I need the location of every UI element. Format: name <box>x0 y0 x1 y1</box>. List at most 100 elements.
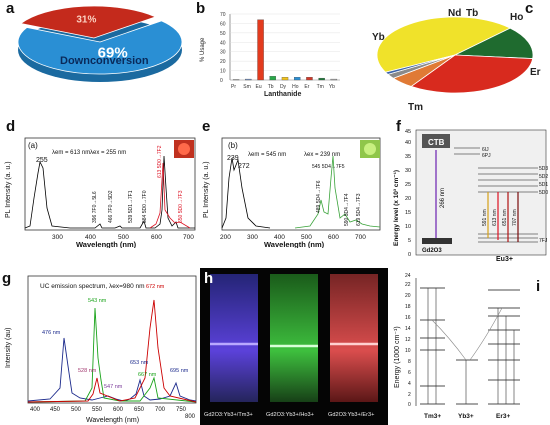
tm-levels <box>420 287 445 405</box>
level-label: 7FJ <box>539 238 548 244</box>
bar-eu <box>257 19 264 81</box>
level-label: 5D3 <box>539 166 548 172</box>
y-tick: 35 <box>405 154 411 160</box>
panel-g-plot: UC emission spectrum, λex=980 nm 476 nm … <box>5 275 197 424</box>
wavelength-label: 707 nm <box>512 209 518 226</box>
plot-frame <box>24 137 196 231</box>
transition-label: 489 5D4→7F6 <box>316 180 322 213</box>
panel-h: Gd2O3:Yb3+/Tm3+ Gd2O3:Yb3+/Ho3+ Gd2O3:Yb… <box>200 268 388 425</box>
level-label: 6IJ <box>482 147 489 153</box>
panel-f: CTB 266 nm Gd2O3 591 nm 613 nm 651 nm 70… <box>388 118 550 268</box>
pie-pct-upconversion: 31% <box>76 15 96 26</box>
panel-f-label: f <box>396 118 401 135</box>
y-tick: 60 <box>220 21 226 27</box>
y-tick: 0 <box>220 78 223 84</box>
pie-slice-yb <box>376 16 512 73</box>
wavelength-label: 266 nm <box>440 188 446 208</box>
panel-c: Yb Tm Er Ho Tb Nd c <box>360 0 550 115</box>
x-tick: Tm <box>317 84 324 90</box>
y-tick: 0 <box>408 252 411 258</box>
pie-slice-er <box>410 54 534 94</box>
panel-b-label: b <box>196 0 206 17</box>
y-tick: 10 <box>220 69 226 75</box>
panel-d: λem = 613 nm λex = 255 nm 255 (a) 396 7F… <box>0 118 200 248</box>
panel-e: (b) λem = 545 nm λex = 239 nm 239 272 54… <box>200 118 385 248</box>
plot-title: UC emission spectrum, λex=980 nm <box>40 283 145 290</box>
y-axis-label: PL Intensity (a. u.) <box>203 161 210 218</box>
pie-slice-nd <box>384 54 456 75</box>
host-label: Gd2O3 <box>422 248 442 254</box>
bar-er <box>306 77 313 81</box>
excitation-curve <box>24 155 195 229</box>
pie-slice-downconversion <box>17 20 183 75</box>
pie-label-yb: Yb <box>372 32 385 43</box>
bar-ho <box>294 77 301 81</box>
wavelength-label: 613 nm <box>492 209 498 226</box>
bar-tb <box>269 76 276 81</box>
energy-transfer-arrow <box>469 307 503 361</box>
panel-e-plot: (b) λem = 545 nm λex = 239 nm 239 272 54… <box>203 137 381 248</box>
panel-i-energy-diagram: Tm3+ Yb3+ Er3+ Energy (1000 cm⁻¹) 0 2 4 … <box>394 273 520 420</box>
y-tick: 40 <box>220 40 226 46</box>
panel-d-label: d <box>6 118 16 135</box>
ion-label-er: Er3+ <box>496 413 510 420</box>
y-tick: 10 <box>405 224 411 230</box>
panel-d-plot: λem = 613 nm λex = 255 nm 255 (a) 396 7F… <box>5 137 196 248</box>
x-tick: 650 <box>134 407 145 413</box>
subpanel-label: (a) <box>28 141 38 150</box>
pie-label-nd: Nd <box>448 8 461 19</box>
x-tick: 200 <box>220 234 231 241</box>
wavelength-label: 591 nm <box>482 209 488 226</box>
y-tick: 4 <box>408 381 411 387</box>
y-axis-label: % Usage <box>200 37 206 62</box>
x-tick: 700 <box>183 234 194 241</box>
y-tick: 20 <box>405 196 411 202</box>
x-tick: 800 <box>185 414 196 420</box>
y-tick: 22 <box>405 282 411 288</box>
x-tick: 300 <box>247 234 258 241</box>
x-tick: 600 <box>328 234 339 241</box>
y-tick: 20 <box>405 293 411 299</box>
transition-label: 613 5D0→7F2 <box>157 145 163 178</box>
y-tick: 14 <box>405 326 411 332</box>
green-glow <box>364 143 376 155</box>
excitation-curve <box>221 157 271 229</box>
er-cuvette <box>330 274 378 402</box>
x-tick: 500 <box>71 407 82 413</box>
y-axis-label: Energy (1000 cm⁻¹) <box>394 326 401 388</box>
panel-i-label: i <box>536 278 541 295</box>
bar-yb <box>330 78 338 81</box>
peak-label: 653 nm <box>130 360 149 366</box>
y-tick: 18 <box>405 304 411 310</box>
plot-frame <box>221 137 381 231</box>
pie-slice-upconversion <box>19 5 157 39</box>
x-axis-label: Wavelength (nm) <box>76 240 137 248</box>
er-levels <box>488 289 520 405</box>
pie-pct-downconversion: 69% <box>98 44 128 61</box>
x-tick: Sm <box>243 84 251 90</box>
sample-label-er: Gd2O3:Yb3+/Er3+ <box>328 412 374 418</box>
ctb-label: CTB <box>428 138 445 147</box>
y-tick: 24 <box>405 273 411 279</box>
y-tick: 5 <box>408 238 411 244</box>
y-tick: 0 <box>408 402 411 408</box>
x-tick: 750 <box>176 407 187 413</box>
transition-label: 650 5D0→7F3 <box>178 190 184 223</box>
panel-c-pie-chart: Yb Tm Er Ho Tb Nd <box>372 8 541 113</box>
transition-label: 619 5D4→7F3 <box>356 193 362 226</box>
subpanel-label: (b) <box>228 141 238 150</box>
panel-a: 31%Upconversion69%Downconversion a <box>0 0 190 82</box>
y-tick: 40 <box>405 140 411 146</box>
peak-label: 672 nm <box>146 284 165 290</box>
x-tick: Pr <box>231 84 236 90</box>
y-tick: 70 <box>220 12 226 18</box>
panel-b: 0 10 20 30 40 50 60 70 Pr Sm Eu Tb Dy Ho Er Tm Yb % Usage… <box>194 0 354 100</box>
x-tick: Eu <box>256 84 262 90</box>
ex-label: λex = 255 nm <box>90 150 126 156</box>
x-tick: 400 <box>30 407 41 413</box>
tm-cuvette <box>210 274 258 402</box>
red-glow <box>178 143 190 155</box>
plot-frame <box>27 275 197 404</box>
level-label: 5D0 <box>539 190 548 196</box>
y-tick: 30 <box>405 168 411 174</box>
